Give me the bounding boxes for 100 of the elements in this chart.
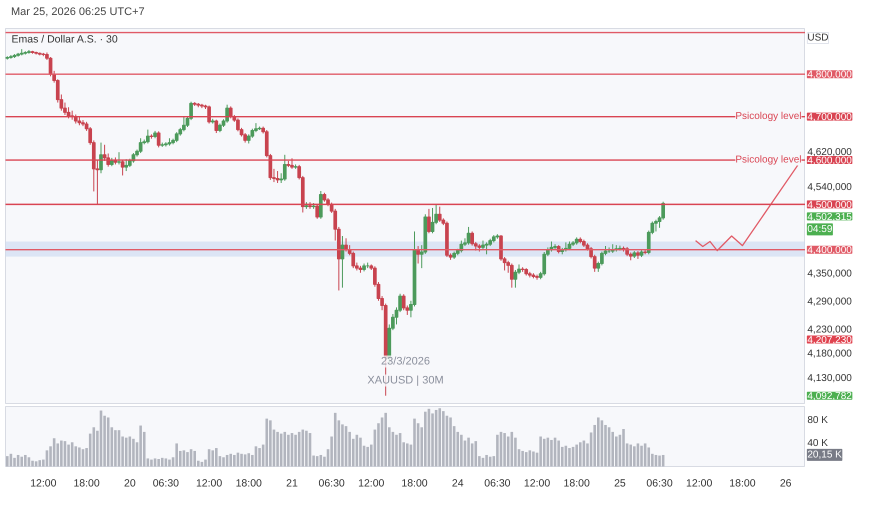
bar xyxy=(175,443,178,466)
bar xyxy=(211,450,214,466)
bar xyxy=(572,446,574,466)
bar xyxy=(575,444,578,466)
bar xyxy=(449,417,452,466)
bar xyxy=(356,434,358,466)
bar xyxy=(636,443,640,466)
text: USD xyxy=(807,32,828,44)
bar xyxy=(485,454,488,466)
x-tick-label: 18:00 xyxy=(236,478,262,490)
y-tick-label: 4,600,000 xyxy=(807,156,852,167)
bar xyxy=(550,440,553,466)
x-tick-label: 12:00 xyxy=(358,478,385,490)
bar xyxy=(622,429,625,466)
bar xyxy=(554,438,556,466)
bar xyxy=(6,456,9,466)
bar xyxy=(74,446,78,466)
x-tick-label: 12:00 xyxy=(196,478,222,490)
y-tick-label: 80 K xyxy=(807,414,828,426)
bar xyxy=(424,412,427,466)
y-tick-label: 4,700,000 xyxy=(807,112,852,124)
bar xyxy=(413,418,416,466)
bar xyxy=(500,432,502,466)
bar xyxy=(10,454,12,466)
y-tick-label: 4,540,000 xyxy=(807,182,852,194)
bar xyxy=(654,454,658,466)
bar xyxy=(611,432,614,466)
bar xyxy=(608,427,610,466)
bar xyxy=(334,412,337,466)
bar xyxy=(150,460,153,466)
y-tick-label: 4,800,000 xyxy=(807,70,852,81)
bar xyxy=(308,433,312,466)
annotation: XAUUSD | 30M xyxy=(367,374,444,386)
bar xyxy=(215,448,218,466)
bar xyxy=(474,441,478,466)
bar xyxy=(431,413,434,466)
y-tick-label: 4,350,000 xyxy=(807,268,852,280)
y-tick-label: 4,180,000 xyxy=(807,348,852,360)
bar xyxy=(582,440,586,466)
x-tick-label: 06:30 xyxy=(152,478,180,490)
bar xyxy=(644,443,646,466)
bar xyxy=(366,446,369,466)
y-tick-label: 4,400,000 xyxy=(807,245,852,256)
bar xyxy=(31,460,34,466)
bar xyxy=(208,449,210,466)
bar xyxy=(154,458,156,466)
bar xyxy=(190,449,192,466)
bar xyxy=(438,408,442,466)
bar xyxy=(168,460,171,466)
bar xyxy=(596,417,600,466)
bar xyxy=(229,454,232,466)
bar xyxy=(302,430,304,466)
bar xyxy=(305,430,308,466)
x-tick-label: 24 xyxy=(452,478,464,490)
bar xyxy=(193,450,196,466)
y-tick-label: 4,230,000 xyxy=(807,324,852,336)
bar xyxy=(64,441,66,466)
bar xyxy=(233,454,236,466)
bar xyxy=(247,453,250,466)
annotation: Emas / Dollar A.S. · 30 xyxy=(12,34,118,46)
bar xyxy=(604,424,607,466)
y-tick-label: 4,130,000 xyxy=(807,372,852,384)
bar xyxy=(532,452,535,466)
bar xyxy=(359,438,362,466)
x-tick-label: 12:00 xyxy=(30,478,57,490)
bar xyxy=(557,440,560,466)
bar xyxy=(528,450,532,466)
bar xyxy=(182,450,186,466)
bar xyxy=(460,434,463,466)
annotation: 23/3/2026 xyxy=(381,356,430,368)
bar xyxy=(20,456,24,466)
x-tick-label: 18:00 xyxy=(564,478,590,490)
bar xyxy=(398,433,402,466)
bar xyxy=(442,411,445,466)
bar xyxy=(236,452,240,466)
bar xyxy=(546,438,550,466)
bar xyxy=(568,448,571,466)
x-tick-label: 12:00 xyxy=(686,478,712,490)
bar xyxy=(316,456,319,466)
bar xyxy=(24,454,27,466)
bar xyxy=(539,436,542,466)
ref-line-label: Psicology level xyxy=(735,154,802,166)
bar xyxy=(662,454,664,466)
bar xyxy=(629,444,632,466)
y-tick-label: 4,500,000 xyxy=(807,200,852,211)
bar xyxy=(160,458,164,466)
bar xyxy=(240,454,243,466)
x-tick-label: 12:00 xyxy=(524,478,550,490)
bar xyxy=(524,452,528,466)
bar xyxy=(384,412,387,466)
bar xyxy=(510,432,514,466)
bar xyxy=(106,417,110,466)
bar xyxy=(186,452,189,466)
bar xyxy=(647,447,650,466)
text: 04:59 xyxy=(807,224,833,235)
x-tick-label: 18:00 xyxy=(73,478,100,490)
bar xyxy=(269,420,272,466)
bar xyxy=(320,454,322,466)
text: 4,092,782 xyxy=(807,391,852,402)
bar xyxy=(434,410,438,466)
